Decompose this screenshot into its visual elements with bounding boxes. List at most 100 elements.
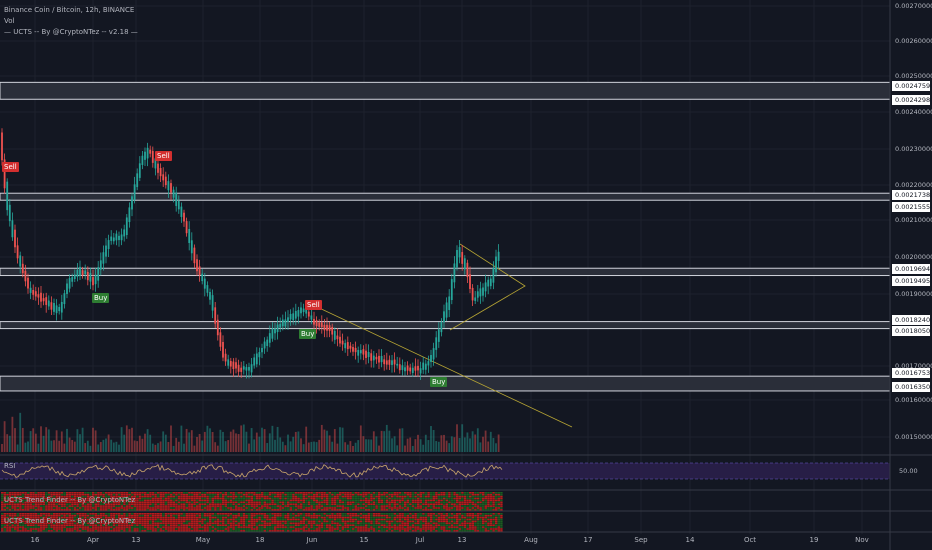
trend-cell (391, 492, 394, 494)
trend-cell (409, 507, 412, 509)
trend-cell (380, 495, 383, 498)
trend-cell (268, 528, 272, 530)
trend-cell (440, 516, 443, 519)
trend-cell (450, 509, 454, 511)
trend-cell (469, 493, 472, 496)
trend-cell (432, 516, 435, 519)
trend-cell (11, 492, 14, 494)
trend-cell (419, 509, 422, 511)
trend-cell (71, 526, 74, 528)
trend-cell (271, 505, 274, 507)
trend-cell (378, 513, 381, 515)
trend-cell (188, 492, 191, 494)
trend-cell (396, 493, 399, 496)
trend-cell (8, 497, 12, 500)
volume-bars (1, 412, 500, 452)
trend-cell (123, 497, 126, 500)
trend-cell (185, 499, 188, 502)
volume-bar (131, 427, 133, 452)
volume-label[interactable]: Vol (4, 17, 15, 25)
trend-cell (414, 528, 417, 530)
trend-cell (401, 497, 404, 500)
trend-cell (112, 509, 116, 511)
rsi-title[interactable]: RSI (4, 462, 16, 470)
trend-cell (450, 492, 454, 494)
trend-cell (84, 528, 87, 530)
trend-cell (372, 507, 376, 509)
trend-finder-title[interactable]: UCTS Trend Finder -- By @CryptoNTez (4, 517, 136, 525)
trend-cell (437, 518, 441, 521)
trend-cell (203, 518, 207, 521)
trend-cell (133, 528, 136, 530)
symbol-title[interactable]: Binance Coin / Bitcoin, 12h, BINANCE (4, 6, 135, 14)
trend-cell (172, 493, 175, 496)
trend-cell (440, 522, 443, 525)
trend-cell (284, 522, 287, 525)
trend-cell (175, 492, 178, 494)
trend-cell (307, 530, 311, 532)
trend-cell (224, 495, 227, 498)
volume-bar (19, 412, 22, 452)
candle-body (393, 359, 396, 365)
trend-cell (393, 526, 396, 528)
trend-cell (315, 495, 318, 498)
trend-cell (344, 503, 347, 505)
trend-cell (232, 505, 235, 507)
trend-cell (224, 497, 227, 500)
trend-cell (255, 530, 259, 532)
trend-cell (229, 497, 233, 500)
trend-cell (422, 493, 425, 496)
trend-cell (398, 505, 402, 507)
trend-cell (268, 501, 272, 504)
indicator-label[interactable]: — UCTS -- By @CryptoNTez -- v2.18 — (4, 28, 138, 36)
trend-cell (258, 509, 261, 511)
trend-cell (115, 518, 118, 521)
trend-cell (370, 522, 373, 525)
trend-cell (380, 518, 383, 521)
trend-cell (365, 492, 368, 494)
trend-cell (497, 530, 500, 532)
trend-cell (432, 528, 435, 530)
trend-cell (248, 530, 251, 532)
trend-cell (398, 518, 402, 521)
trend-cell (328, 520, 331, 523)
trend-cell (469, 518, 472, 521)
trend-cell (359, 524, 363, 526)
trend-cell (344, 522, 347, 525)
trend-finder-title[interactable]: UCTS Trend Finder -- By @CryptoNTez (4, 496, 136, 504)
trend-cell (232, 516, 235, 519)
candle-body (240, 367, 243, 372)
trend-cell (406, 526, 409, 528)
candle-body (461, 252, 464, 264)
trend-cell (118, 509, 121, 511)
volume-bar (240, 425, 243, 452)
trend-cell (450, 513, 454, 515)
trend-cell (68, 516, 71, 519)
trend-cell (162, 501, 165, 504)
trend-cell (430, 507, 433, 509)
trend-cell (409, 509, 412, 511)
volume-bar (284, 445, 287, 452)
trend-cell (138, 518, 142, 521)
trend-cell (440, 493, 443, 496)
time-label: Apr (86, 536, 100, 544)
trend-cell (227, 530, 230, 532)
trend-cell (99, 493, 103, 496)
trend-cell (60, 528, 64, 530)
trend-cell (248, 495, 251, 498)
trend-cell (307, 509, 311, 511)
trend-cell (474, 509, 477, 511)
trend-cell (250, 509, 253, 511)
trend-cell (242, 505, 246, 507)
trend-cell (268, 513, 272, 515)
trend-cell (422, 507, 425, 509)
trend-cell (466, 526, 469, 528)
trend-cell (422, 518, 425, 521)
trend-cell (162, 505, 165, 507)
trend-cell (21, 524, 25, 526)
trend-cell (164, 499, 168, 502)
trend-cell (107, 499, 110, 502)
candle-body (203, 278, 206, 289)
trend-cell (300, 503, 303, 505)
